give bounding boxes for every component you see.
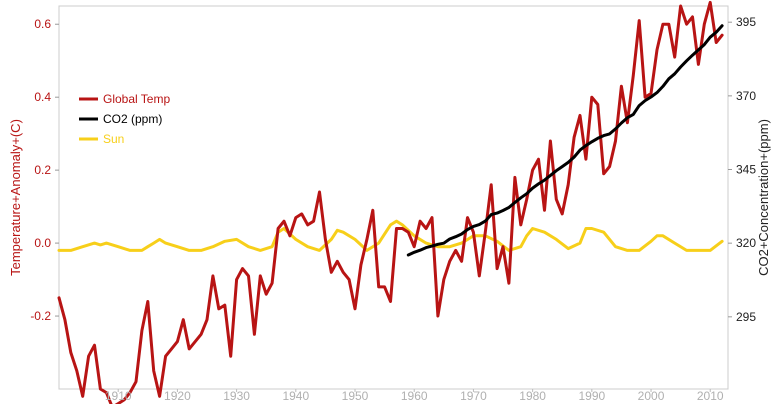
series-layer xyxy=(57,0,724,404)
y-right-tick-label: 370 xyxy=(736,89,756,103)
x-tick-label: 1920 xyxy=(164,389,191,403)
series-line-co2-ppm xyxy=(406,24,724,257)
y-left-tick-label: 0.4 xyxy=(34,90,51,104)
x-tick-label: 2010 xyxy=(697,389,724,403)
y-left-tick-label: 0.2 xyxy=(34,163,51,177)
x-tick-label: 1910 xyxy=(105,389,132,403)
plot-border xyxy=(58,5,729,390)
y-right-tick-label: 345 xyxy=(736,163,756,177)
axes-layer: -0.2 0.0 0.2 0.4 0.6 295 320 345 370 395 1910 1920 1… xyxy=(30,15,756,403)
x-tick-label: 1930 xyxy=(223,389,250,403)
y-left-tick-label: 0.6 xyxy=(34,17,51,31)
x-tick-label: 1950 xyxy=(342,389,369,403)
x-tick-label: 1940 xyxy=(282,389,309,403)
series-line-sun xyxy=(57,219,724,252)
y-right-tick-label: 395 xyxy=(736,15,756,29)
legend-entry-label: Global Temp xyxy=(103,92,170,106)
x-tick-label: 1990 xyxy=(578,389,605,403)
x-tick-label: 1970 xyxy=(460,389,487,403)
x-tick-label: 1960 xyxy=(401,389,428,403)
y-right-tick-label: 295 xyxy=(736,310,756,324)
plot-frame xyxy=(58,5,729,390)
y-axis-right-label: CO2+Concentration+(ppm) xyxy=(756,119,771,276)
y-right-tick-label: 320 xyxy=(736,236,756,250)
y-left-tick-label: 0.0 xyxy=(34,236,51,250)
legend: Global Temp CO2 (ppm) Sun xyxy=(79,92,170,146)
series-line-global-temp xyxy=(57,0,724,404)
y-axis-left-label: Temperature+Anomaly+(C) xyxy=(8,119,23,276)
x-tick-label: 1980 xyxy=(519,389,546,403)
x-tick-label: 2000 xyxy=(638,389,665,403)
legend-entry-label: Sun xyxy=(103,132,124,146)
y-left-tick-label: -0.2 xyxy=(30,309,51,323)
legend-entry-label: CO2 (ppm) xyxy=(103,112,162,126)
